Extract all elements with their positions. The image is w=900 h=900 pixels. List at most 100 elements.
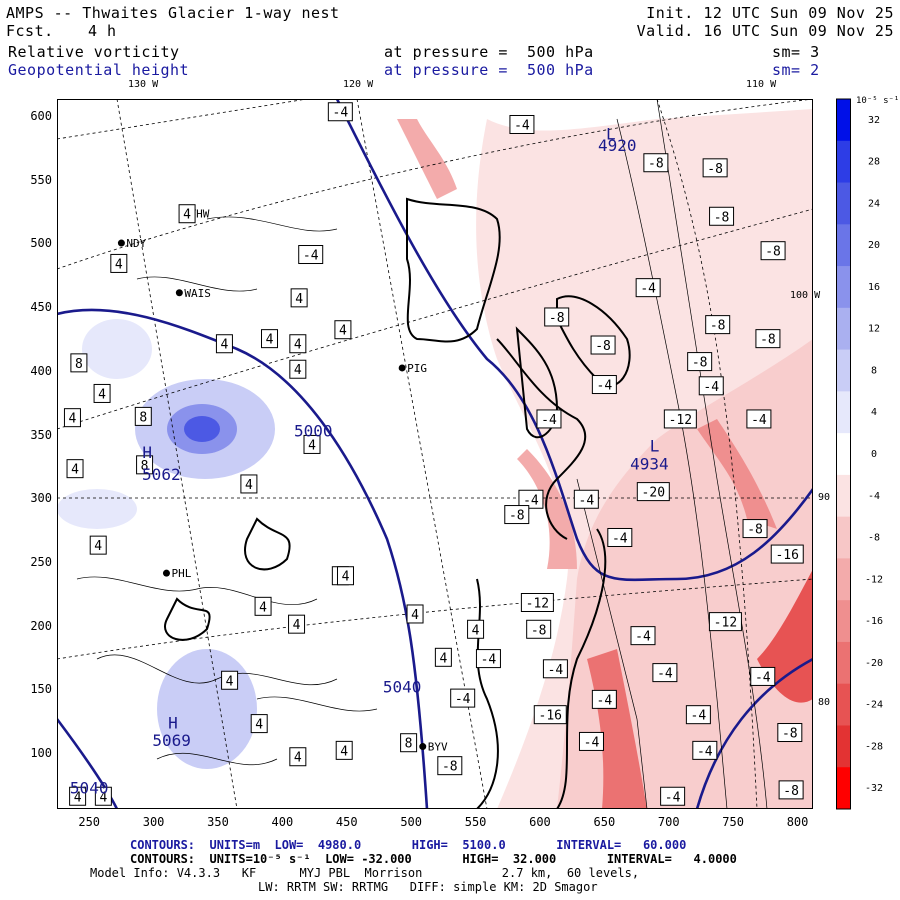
colorbar-tick-label: 20 bbox=[868, 240, 880, 251]
chart-title: AMPS -- Thwaites Glacier 1-way nest bbox=[6, 4, 340, 22]
positive-vorticity-label-box bbox=[221, 670, 239, 690]
colorbar-unit: 10⁻⁵ s⁻¹ bbox=[856, 96, 899, 106]
negative-vorticity-label: -8 bbox=[714, 210, 730, 225]
negative-vorticity-label: -8 bbox=[692, 356, 708, 371]
positive-vorticity-label-box bbox=[335, 740, 353, 760]
negative-vorticity-label-box bbox=[778, 780, 804, 800]
footer-vorticity-contours: CONTOURS: UNITS=10⁻⁵ s⁻¹ LOW= -32.000 HI… bbox=[130, 852, 737, 866]
positive-vorticity-label: 4 bbox=[339, 324, 347, 339]
colorbar-block bbox=[836, 516, 850, 559]
height-labels-layer: 4920 5062 5069 5040 5040 4934 5000 bbox=[70, 136, 669, 797]
height-value-label: 5040 bbox=[383, 678, 422, 697]
positive-vorticity-label-box bbox=[289, 747, 307, 767]
negative-vorticity-label: -8 bbox=[509, 509, 525, 524]
negative-vorticity-label-box bbox=[635, 278, 661, 298]
positive-vorticity-label-box bbox=[215, 334, 233, 354]
longitude-label: 110 W bbox=[746, 79, 777, 90]
positive-vorticity-label: 4 bbox=[99, 790, 107, 805]
colorbar-tick-label: -8 bbox=[868, 533, 880, 544]
colorbar-block bbox=[836, 266, 850, 309]
negative-vorticity-label-box bbox=[590, 335, 616, 355]
negative-vorticity-label: -4 bbox=[523, 493, 539, 508]
colorbar-block bbox=[836, 307, 850, 351]
negative-vorticity-shading bbox=[397, 109, 813, 809]
x-tick-label: 750 bbox=[722, 815, 744, 829]
colorbar-tick-label: -12 bbox=[865, 574, 883, 585]
x-tick-label: 450 bbox=[335, 815, 358, 829]
field2-name: Geopotential height bbox=[8, 61, 190, 79]
negative-vorticity-label: -4 bbox=[481, 653, 497, 668]
negative-vorticity-label: -4 bbox=[665, 790, 681, 805]
colorbar-block bbox=[836, 433, 850, 476]
negative-vorticity-label-box bbox=[777, 723, 803, 743]
y-tick-label: 450 bbox=[30, 300, 52, 315]
colorbar-block bbox=[836, 641, 850, 685]
positive-vorticity-label-box bbox=[63, 408, 81, 428]
negative-vorticity-label-box bbox=[630, 626, 656, 646]
negative-vorticity-label: -4 bbox=[584, 735, 600, 750]
positive-vorticity-label-box bbox=[261, 329, 279, 349]
height-value-label: 5062 bbox=[142, 465, 181, 484]
longitude-label: 80 W bbox=[818, 697, 843, 708]
footer-height-contours: CONTOURS: UNITS=m LOW= 4980.0 HIGH= 5100… bbox=[130, 838, 687, 852]
positive-vorticity-label: 4 bbox=[342, 570, 350, 585]
positive-vorticity-label: 4 bbox=[94, 539, 102, 554]
negative-vorticity-label: -4 bbox=[579, 493, 595, 508]
colorbar-block bbox=[836, 474, 850, 518]
valid-time: Valid. 16 UTC Sun 09 Nov 25 bbox=[636, 22, 894, 40]
negative-vorticity-label-box bbox=[746, 409, 772, 429]
positive-vorticity-label: 8 bbox=[141, 459, 149, 474]
positive-vorticity-label: 4 bbox=[308, 438, 316, 453]
negative-vorticity-label-box bbox=[643, 153, 669, 173]
negative-vorticity-label: -16 bbox=[539, 709, 562, 724]
positive-vorticity-shading bbox=[57, 319, 275, 769]
field2-smoothing: sm= 2 bbox=[772, 61, 820, 79]
x-tick-label: 650 bbox=[593, 815, 616, 829]
positive-vorticity-label-box bbox=[303, 434, 321, 454]
longitude-label: 100 W bbox=[790, 290, 821, 301]
positive-vorticity-label: 4 bbox=[69, 412, 77, 427]
positive-vorticity-label: 4 bbox=[259, 600, 267, 615]
y-tick-label: 150 bbox=[30, 682, 52, 697]
negative-vorticity-label-box bbox=[708, 612, 742, 632]
negative-vorticity-label: -4 bbox=[541, 413, 557, 428]
positive-vorticity-label: 4 bbox=[294, 338, 302, 353]
negative-vorticity-label: -4 bbox=[657, 667, 673, 682]
negative-vorticity-label: -8 bbox=[760, 333, 776, 348]
negative-vorticity-label: -8 bbox=[549, 311, 565, 326]
positive-vorticity-label: 4 bbox=[411, 608, 419, 623]
positive-vorticity-label-box bbox=[289, 334, 307, 354]
negative-vorticity-label: -8 bbox=[531, 623, 547, 638]
init-time: Init. 12 UTC Sun 09 Nov 25 bbox=[646, 4, 894, 22]
positive-vorticity-label: 4 bbox=[221, 338, 229, 353]
colorbar-blocks bbox=[836, 98, 851, 810]
negative-vorticity-label: -4 bbox=[548, 663, 564, 678]
colorbar-block bbox=[836, 683, 850, 726]
height-value-label: 4920 bbox=[598, 136, 637, 155]
positive-vorticity-label: 4 bbox=[340, 744, 348, 759]
station-label: PIG bbox=[407, 362, 427, 375]
negative-vorticity-label: -8 bbox=[595, 339, 611, 354]
station-label: PHL bbox=[171, 567, 191, 580]
y-tick-label: 550 bbox=[30, 172, 52, 187]
station-marker bbox=[398, 364, 406, 372]
station-label: WAIS bbox=[184, 287, 211, 300]
negative-vorticity-label: -20 bbox=[642, 486, 665, 501]
colorbar-tick-label: -24 bbox=[865, 700, 883, 711]
negative-vorticity-label: -8 bbox=[765, 245, 781, 260]
positive-vorticity-label: 4 bbox=[472, 623, 480, 638]
high-low-layer: H H L L bbox=[142, 124, 659, 732]
negative-vorticity-label-box bbox=[542, 659, 568, 679]
colorbar-tick-label: 28 bbox=[868, 157, 880, 168]
longitude-label: 120 W bbox=[343, 79, 374, 90]
negative-vorticity-label-box bbox=[709, 206, 735, 226]
negative-vorticity-label: -4 bbox=[514, 118, 530, 133]
negative-vorticity-label-box bbox=[698, 376, 724, 396]
negative-vorticity-label: -4 bbox=[303, 249, 319, 264]
vorticity-labels-layer: -4-8 -8-8-8-4-8-8-8-8-8-4 -4-4 -12 -4-20-4 -4… bbox=[63, 102, 804, 806]
positive-vorticity-label-box bbox=[110, 253, 128, 273]
negative-vorticity-label: -4 bbox=[635, 630, 651, 645]
field1-smoothing: sm= 3 bbox=[772, 43, 820, 61]
negative-vorticity-label-box bbox=[663, 409, 697, 429]
